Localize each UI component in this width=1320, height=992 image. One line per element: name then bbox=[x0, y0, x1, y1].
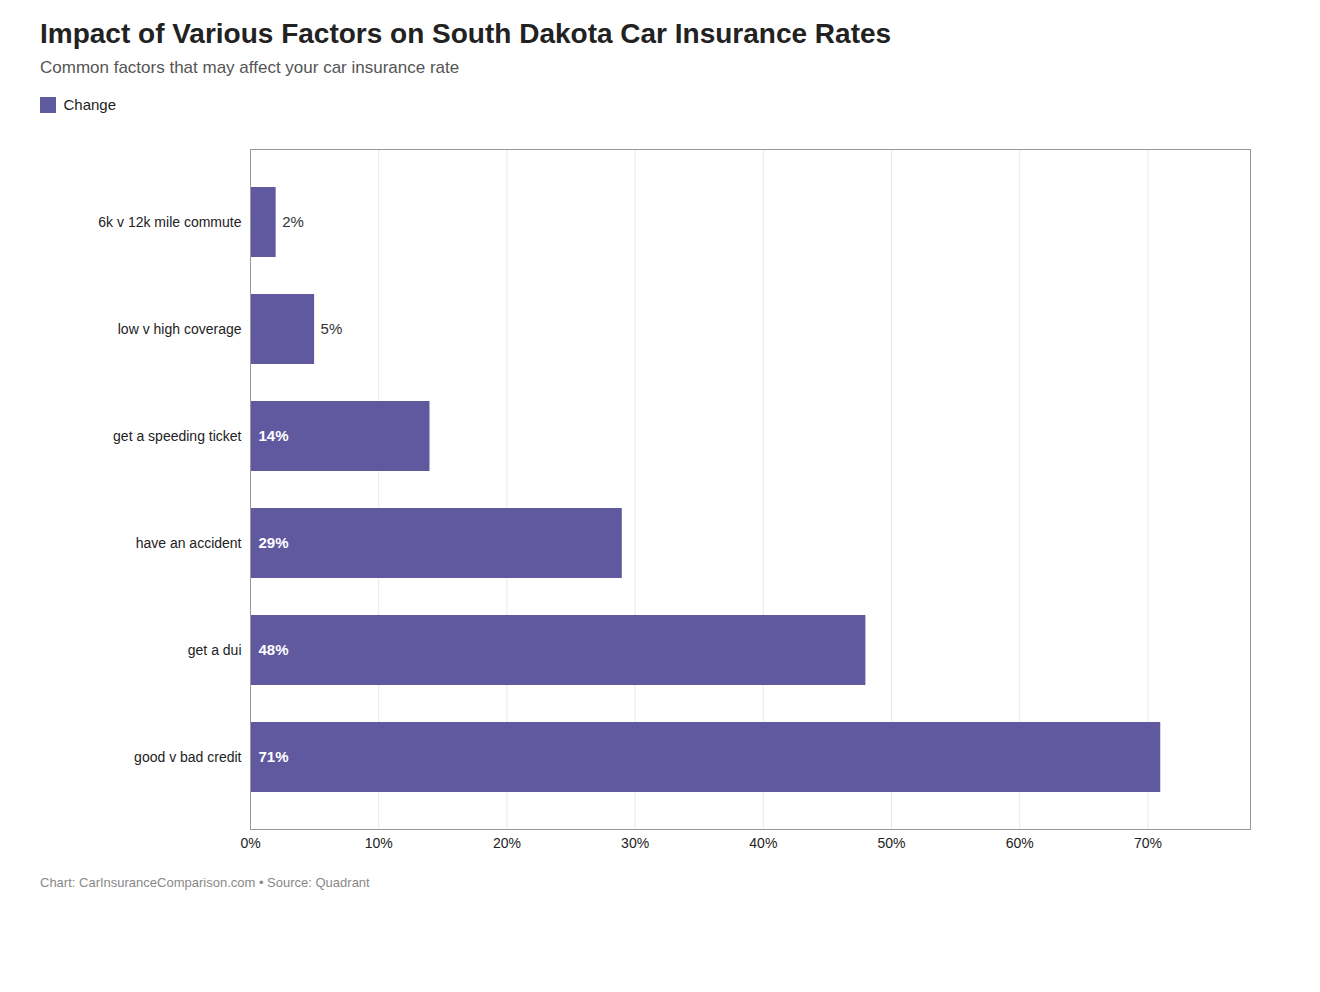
svg-text:5%: 5% bbox=[321, 320, 343, 337]
svg-text:20%: 20% bbox=[493, 835, 521, 851]
svg-text:6k v 12k mile commute: 6k v 12k mile commute bbox=[98, 213, 241, 229]
svg-text:10%: 10% bbox=[365, 835, 393, 851]
svg-text:get a speeding ticket: get a speeding ticket bbox=[113, 427, 242, 443]
svg-text:48%: 48% bbox=[259, 641, 289, 658]
svg-text:2%: 2% bbox=[282, 213, 304, 230]
svg-text:low v high coverage: low v high coverage bbox=[118, 320, 242, 336]
svg-text:good v bad credit: good v bad credit bbox=[134, 748, 242, 764]
svg-text:14%: 14% bbox=[259, 427, 289, 444]
svg-text:71%: 71% bbox=[259, 748, 289, 765]
svg-text:get a dui: get a dui bbox=[188, 641, 242, 657]
svg-text:60%: 60% bbox=[1006, 835, 1034, 851]
svg-text:0%: 0% bbox=[240, 835, 260, 851]
svg-text:50%: 50% bbox=[878, 835, 906, 851]
html-text:Common factors that may affect: Common factors that may affect your car … bbox=[40, 58, 460, 77]
html-text:Impact of Various Factors on S: Impact of Various Factors on South Dakot… bbox=[40, 18, 892, 49]
svg-text:40%: 40% bbox=[749, 835, 777, 851]
svg-text:29%: 29% bbox=[259, 534, 289, 551]
svg-text:30%: 30% bbox=[621, 835, 649, 851]
html-text:Change: Change bbox=[63, 96, 116, 113]
svg-text:70%: 70% bbox=[1134, 835, 1162, 851]
svg-text:have an accident: have an accident bbox=[136, 534, 242, 550]
html-text:Chart: CarInsuranceComparison.: Chart: CarInsuranceComparison.com • Sour… bbox=[40, 874, 370, 890]
